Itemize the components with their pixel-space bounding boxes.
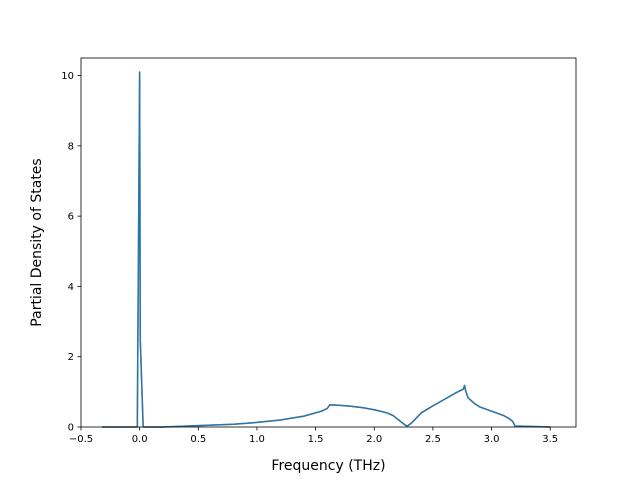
y-tick-label: 8 <box>68 141 74 152</box>
series-layer <box>102 71 551 428</box>
y-tick-label: 0 <box>68 423 74 434</box>
y-tick-label: 2 <box>68 352 74 363</box>
y-tick-label: 10 <box>61 71 74 82</box>
x-tick-label: 2.0 <box>366 434 382 445</box>
x-tick-label: 0.0 <box>132 434 148 445</box>
y-axis-ticks: 0 2 4 6 8 10 <box>61 71 81 434</box>
series-line-2 <box>102 71 551 428</box>
x-axis-ticks: −0.5 0.0 0.5 1.0 1.5 2.0 2.5 3.0 3.5 <box>69 427 558 445</box>
x-tick-label: 1.5 <box>308 434 324 445</box>
x-axis-title: Frequency (THz) <box>271 458 385 474</box>
plot-frame <box>80 57 577 428</box>
x-tick-label: −0.5 <box>69 434 93 445</box>
x-tick-label: 3.5 <box>542 434 558 445</box>
x-tick-label: 1.0 <box>249 434 265 445</box>
y-axis-title: Partial Density of States <box>29 158 45 326</box>
x-tick-label: 2.5 <box>425 434 441 445</box>
y-tick-label: 6 <box>68 212 74 223</box>
y-tick-label: 4 <box>68 282 74 293</box>
x-tick-label: 0.5 <box>190 434 206 445</box>
x-tick-label: 3.0 <box>484 434 500 445</box>
